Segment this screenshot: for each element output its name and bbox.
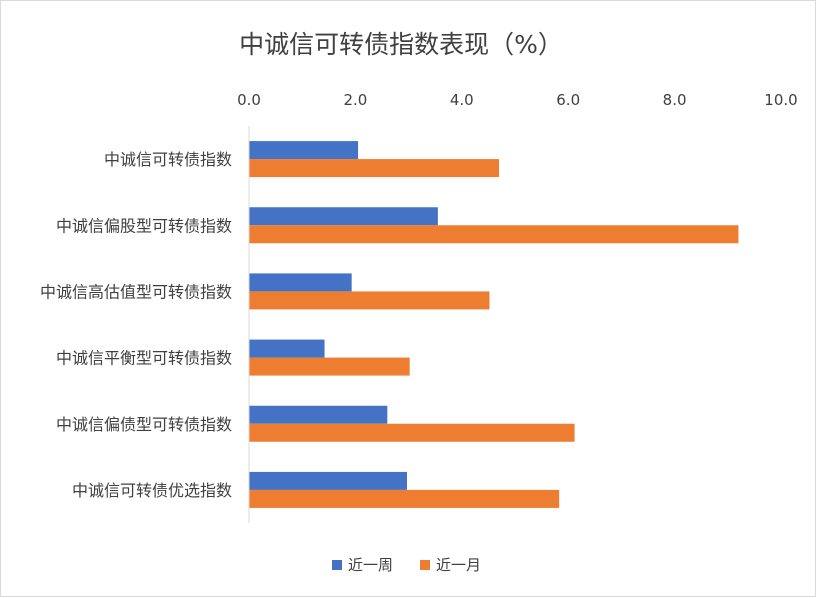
bar-week: [249, 405, 388, 424]
legend-swatch: [420, 560, 430, 570]
category-labels: 中诚信可转债指数中诚信偏股型可转债指数中诚信高估值型可转债指数中诚信平衡型可转债…: [40, 150, 232, 500]
category-label: 中诚信可转债优选指数: [72, 481, 232, 500]
bar-week: [249, 339, 325, 358]
x-tick-label: 0.0: [237, 91, 261, 109]
x-tick-label: 2.0: [343, 91, 367, 109]
bar-week: [249, 273, 352, 292]
bar-week: [249, 471, 408, 490]
bar-month: [249, 225, 739, 244]
legend-label: 近一月: [436, 556, 481, 574]
category-label: 中诚信平衡型可转债指数: [56, 349, 232, 368]
bar-week: [249, 207, 438, 226]
bar-month: [249, 291, 490, 310]
bar-month: [249, 423, 575, 442]
bars: [249, 141, 739, 508]
legend-swatch: [332, 560, 342, 570]
category-label: 中诚信高估值型可转债指数: [40, 282, 232, 301]
category-label: 中诚信可转债指数: [104, 150, 232, 169]
chart-title: 中诚信可转债指数表现（%）: [239, 30, 563, 59]
bar-week: [249, 141, 359, 160]
bar-month: [249, 489, 560, 508]
bar-month: [249, 357, 410, 376]
x-axis-ticks: 0.0 2.0 4.0 6.0 8.0 10.0: [237, 91, 798, 109]
legend: 近一周 近一月: [332, 556, 481, 574]
x-tick-label: 6.0: [556, 91, 580, 109]
x-tick-label: 10.0: [764, 91, 797, 109]
bar-month: [249, 159, 500, 178]
legend-label: 近一周: [348, 556, 393, 574]
x-tick-label: 4.0: [450, 91, 474, 109]
x-tick-label: 8.0: [663, 91, 687, 109]
category-label: 中诚信偏股型可转债指数: [56, 216, 232, 235]
category-label: 中诚信偏债型可转债指数: [56, 415, 232, 434]
